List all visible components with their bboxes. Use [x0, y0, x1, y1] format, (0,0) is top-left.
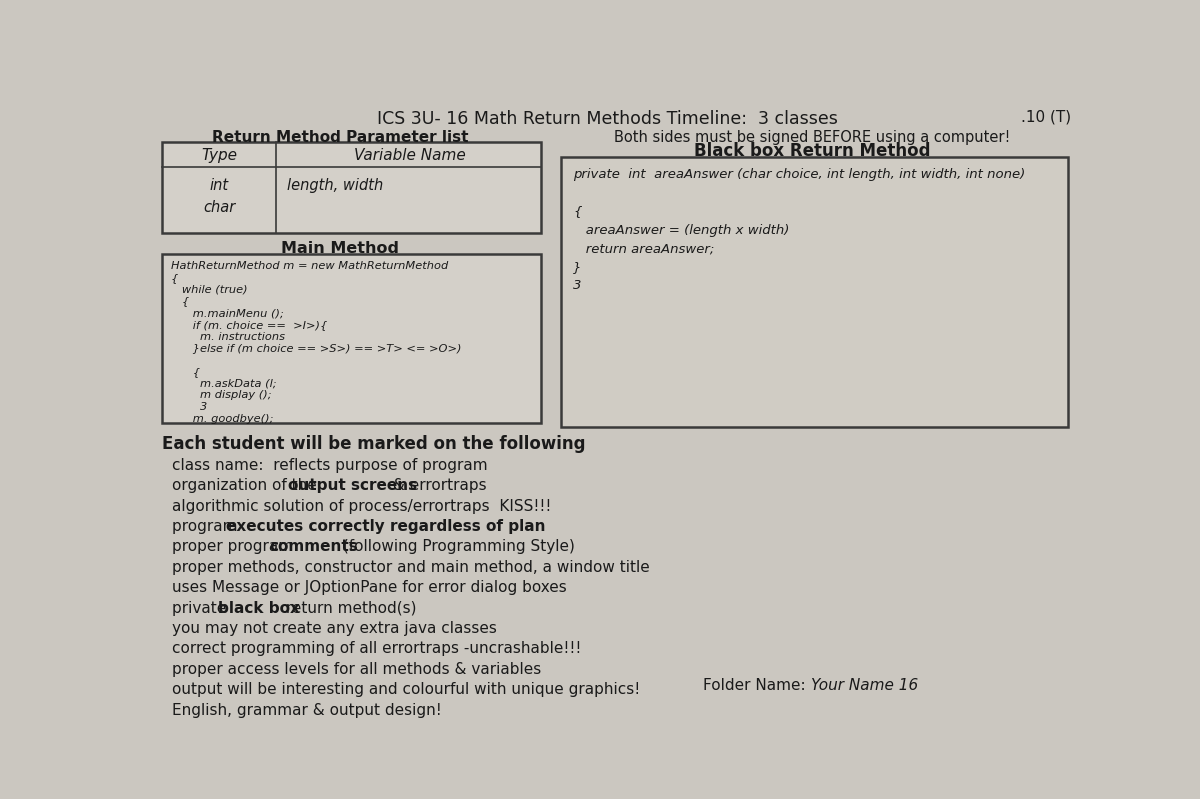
- Text: {: {: [574, 205, 582, 218]
- Text: proper access levels for all methods & variables: proper access levels for all methods & v…: [172, 662, 541, 677]
- Text: Variable Name: Variable Name: [354, 148, 466, 163]
- Text: private: private: [172, 601, 230, 615]
- Text: m display ();: m display ();: [170, 390, 271, 400]
- Text: class name:  reflects purpose of program: class name: reflects purpose of program: [172, 458, 487, 473]
- Text: English, grammar & output design!: English, grammar & output design!: [172, 702, 442, 718]
- Text: Folder Name:: Folder Name:: [703, 678, 811, 694]
- Text: Your Name 16: Your Name 16: [811, 678, 918, 694]
- Text: {: {: [170, 367, 200, 377]
- Text: (following Programming Style): (following Programming Style): [338, 539, 575, 555]
- Text: areaAnswer = (length x width): areaAnswer = (length x width): [574, 224, 790, 237]
- Text: if (m. choice ==  >I>){: if (m. choice == >I>){: [170, 320, 328, 330]
- Text: Main Method: Main Method: [281, 240, 398, 256]
- Text: int: int: [210, 178, 228, 193]
- Text: Both sides must be signed BEFORE using a computer!: Both sides must be signed BEFORE using a…: [614, 129, 1010, 145]
- Text: Return Method Parameter list: Return Method Parameter list: [211, 129, 468, 145]
- Text: proper methods, constructor and main method, a window title: proper methods, constructor and main met…: [172, 560, 649, 574]
- Text: uses Message or JOptionPane for error dialog boxes: uses Message or JOptionPane for error di…: [172, 580, 566, 595]
- Text: correct programming of all errortraps -uncrashable!!!: correct programming of all errortraps -u…: [172, 642, 581, 657]
- Text: Black box Return Method: Black box Return Method: [695, 142, 931, 160]
- Text: & errortraps: & errortraps: [388, 478, 486, 493]
- Text: m.mainMenu ();: m.mainMenu ();: [170, 308, 284, 318]
- Text: return method(s): return method(s): [281, 601, 416, 615]
- Text: }: }: [574, 260, 582, 274]
- Text: output will be interesting and colourful with unique graphics!: output will be interesting and colourful…: [172, 682, 640, 698]
- Text: black box: black box: [217, 601, 299, 615]
- Text: Each student will be marked on the following: Each student will be marked on the follo…: [162, 435, 586, 453]
- Text: char: char: [203, 200, 235, 215]
- Text: m. goodbye();: m. goodbye();: [170, 414, 274, 423]
- Text: ICS 3U- 16 Math Return Methods Timeline:  3 classes: ICS 3U- 16 Math Return Methods Timeline:…: [377, 109, 838, 128]
- Text: organization of the: organization of the: [172, 478, 322, 493]
- Text: {: {: [170, 296, 190, 307]
- Text: private  int  areaAnswer (char choice, int length, int width, int none): private int areaAnswer (char choice, int…: [574, 169, 1026, 181]
- Text: 3: 3: [574, 279, 582, 292]
- Text: program: program: [172, 519, 242, 534]
- Text: algorithmic solution of process/errortraps  KISS!!!: algorithmic solution of process/errortra…: [172, 499, 551, 514]
- Text: while (true): while (true): [170, 284, 247, 295]
- Text: executes correctly regardless of plan: executes correctly regardless of plan: [227, 519, 546, 534]
- Bar: [560, 157, 1068, 427]
- Text: 3: 3: [170, 402, 208, 411]
- Text: m.askData (l;: m.askData (l;: [170, 379, 276, 388]
- Text: return areaAnswer;: return areaAnswer;: [574, 242, 714, 255]
- Text: output screens: output screens: [288, 478, 416, 493]
- Text: you may not create any extra java classes: you may not create any extra java classe…: [172, 621, 497, 636]
- Text: {: {: [170, 273, 178, 283]
- Bar: [162, 254, 541, 423]
- Text: .10 (T): .10 (T): [1020, 109, 1070, 125]
- Bar: [162, 142, 541, 233]
- Text: Type: Type: [200, 148, 236, 163]
- Text: comments: comments: [269, 539, 358, 555]
- Text: length, width: length, width: [287, 178, 384, 193]
- Text: HathReturnMethod m = new MathReturnMethod: HathReturnMethod m = new MathReturnMetho…: [170, 261, 448, 272]
- Text: proper program: proper program: [172, 539, 298, 555]
- Text: }else if (m choice == >S>) == >T> <= >O>): }else if (m choice == >S>) == >T> <= >O>…: [170, 344, 462, 353]
- Text: m. instructions: m. instructions: [170, 332, 284, 342]
